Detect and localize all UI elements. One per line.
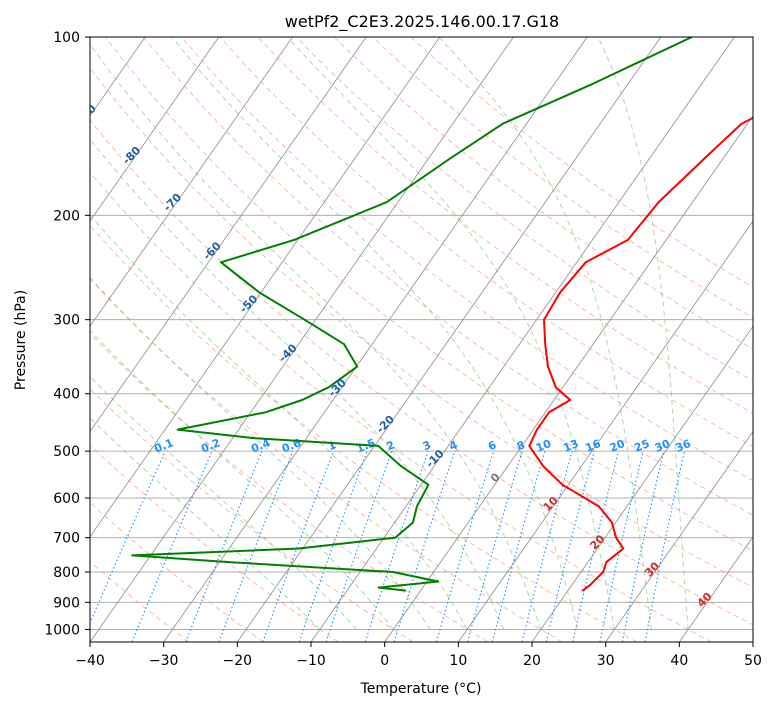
mixing-ratio-line <box>572 450 620 642</box>
x-tick-label: −40 <box>75 653 105 669</box>
dry-adiabat <box>143 37 753 516</box>
moist-adiabat <box>90 417 321 630</box>
isotherm-line <box>90 37 514 642</box>
mixing-ratio-line <box>521 450 573 642</box>
isotherm-label: -90 <box>76 102 99 125</box>
chart-title: wetPf2_C2E3.2025.146.00.17.G18 <box>285 12 559 32</box>
background-grid: 0.1 0.2 0.4 0.6 1 1.5 2 3 4 6 8 10 13 16 20 25 30 36 <box>90 37 753 642</box>
plot-frame <box>89 36 754 643</box>
mixing-ratio-line <box>262 450 334 642</box>
x-tick-label: 30 <box>597 653 615 669</box>
y-axis-title: Pressure (hPa) <box>13 290 29 390</box>
moist-adiabat <box>597 37 689 630</box>
x-tick-label: 0 <box>380 653 389 669</box>
dry-adiabat <box>90 171 712 642</box>
dry-adiabat <box>90 67 753 588</box>
dry-adiabat <box>372 37 753 319</box>
isotherm-line <box>90 37 293 327</box>
x-tick-label: −20 <box>223 653 253 669</box>
dry-adiabat <box>90 119 753 626</box>
mixing-ratio-label: 30 <box>653 437 672 455</box>
mixing-ratio-line <box>131 450 213 642</box>
isotherm-line <box>163 37 588 642</box>
y-tick-label: 800 <box>53 565 80 581</box>
mixing-ratio-line <box>325 450 393 642</box>
dry-adiabat <box>90 224 638 642</box>
dewpoint-line <box>131 37 693 592</box>
x-tick-label: 40 <box>670 653 688 669</box>
mixing-ratio-label: 8 <box>515 438 527 453</box>
mixing-ratio-line <box>185 450 263 642</box>
y-tick-label: 300 <box>53 313 80 329</box>
mixing-ratio-line <box>218 450 294 642</box>
x-axis-title: Temperature (°C) <box>360 681 482 697</box>
x-tick-label: 50 <box>744 653 762 669</box>
moist-adiabat <box>287 37 615 630</box>
isotherm-line <box>531 325 753 642</box>
x-tick-label: 10 <box>449 653 467 669</box>
moist-adiabat <box>90 138 505 630</box>
mixing-ratio-line <box>435 450 495 642</box>
mixing-ratio-label: 20 <box>608 437 627 455</box>
mixing-ratio-label: 1 <box>326 438 338 453</box>
moist-adiabat <box>171 37 579 630</box>
isotherm-line <box>90 37 220 222</box>
dry-adiabat <box>104 37 753 552</box>
dry-adiabat <box>90 388 414 642</box>
mixing-ratio-line <box>90 450 166 625</box>
mixing-ratio-line <box>466 450 523 642</box>
isotherm-line <box>90 37 367 433</box>
dry-adiabat <box>295 37 753 382</box>
y-tick-label: 200 <box>53 208 80 224</box>
temperature-line <box>528 116 753 592</box>
mixing-ratio-line <box>545 450 595 642</box>
isotherm-line <box>384 115 753 642</box>
isotherm-line <box>237 37 662 642</box>
y-tick-label: 700 <box>53 531 80 547</box>
dry-adiabat <box>90 560 190 642</box>
mixing-ratio-line <box>599 450 644 642</box>
y-tick-label: 400 <box>53 387 80 403</box>
mixing-ratio-line <box>364 450 429 642</box>
moist-adiabat <box>438 37 652 630</box>
y-tick-label: 1000 <box>44 622 80 638</box>
isotherm-line <box>679 536 753 642</box>
moist-adiabat <box>90 329 394 630</box>
mixing-ratio-label: 3 <box>421 438 433 453</box>
mixing-ratio-line <box>491 450 546 642</box>
dry-adiabat <box>181 37 753 482</box>
mixing-ratio-label: 16 <box>583 437 602 455</box>
mixing-ratio-line <box>298 450 368 642</box>
dry-adiabat <box>90 332 488 642</box>
y-tick-label: 500 <box>53 444 80 460</box>
x-tick-label: −10 <box>296 653 326 669</box>
moist-adiabat <box>90 214 468 630</box>
mixing-ratio-label: 36 <box>674 437 693 455</box>
x-tick-label: 20 <box>523 653 541 669</box>
y-tick-label: 900 <box>53 595 80 611</box>
dry-adiabat <box>90 278 563 642</box>
isotherm-line <box>90 37 441 538</box>
sounding-series <box>131 37 753 592</box>
moist-adiabat <box>90 375 357 630</box>
mixing-ratio-label: 13 <box>561 437 580 455</box>
y-axis: 100 200 300 400 500 600 700 800 900 1000 <box>44 30 90 638</box>
y-tick-label: 100 <box>53 30 80 46</box>
x-axis: −40 −30 −20 −10 0 10 20 30 40 50 <box>75 642 762 669</box>
mixing-ratio-line <box>393 450 456 642</box>
isotherm-line <box>458 220 753 642</box>
mixing-ratio-label: 10 <box>534 437 553 455</box>
y-tick-label: 600 <box>53 491 80 507</box>
mixing-ratio-label: 25 <box>632 437 651 455</box>
mixing-ratio-label: 2 <box>385 438 397 453</box>
x-tick-label: −30 <box>149 653 179 669</box>
isotherm-line <box>605 430 753 642</box>
dry-adiabat <box>219 37 753 448</box>
